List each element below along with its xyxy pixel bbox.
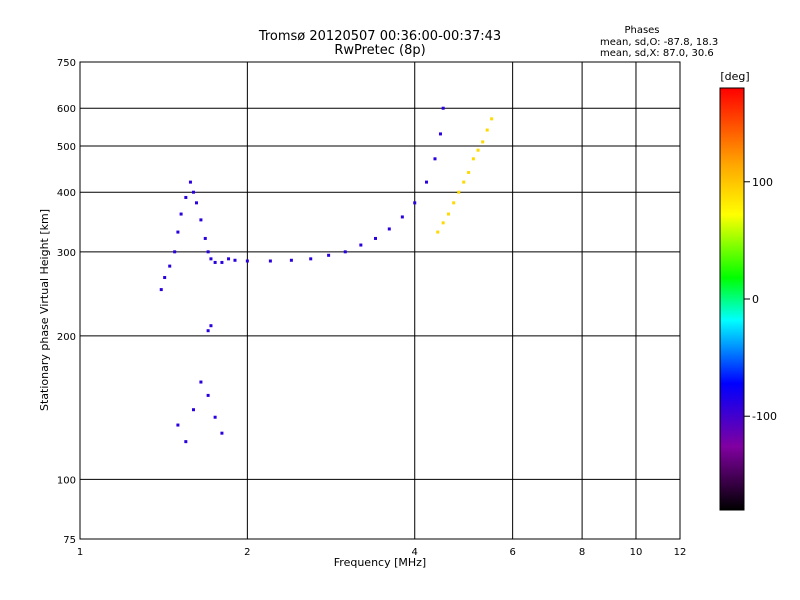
data-point-x [446, 212, 450, 216]
y-axis-label: Stationary phase Virtual Height [km] [38, 209, 51, 411]
data-point-o [209, 324, 213, 328]
y-tick-label: 750 [57, 58, 76, 69]
data-point-o [438, 132, 442, 136]
y-tick-label: 500 [57, 142, 76, 153]
legend-line-o: mean, sd,O: -87.8, 18.3 [600, 37, 718, 48]
chart-title: Tromsø 20120507 00:36:00-00:37:43 [258, 29, 501, 44]
data-point-o [413, 201, 417, 205]
colorbar-label: [deg] [720, 70, 749, 83]
y-tick-label: 100 [57, 475, 76, 486]
y-tick-label: 200 [57, 332, 76, 343]
data-point-o [309, 257, 313, 261]
x-tick-label: 6 [509, 547, 515, 558]
data-point-o [441, 106, 445, 110]
data-point-o [159, 288, 163, 292]
data-point-o [176, 230, 180, 234]
data-point-o [191, 190, 195, 194]
y-tick-label: 75 [63, 535, 76, 546]
colorbar [719, 87, 745, 511]
data-point-o [233, 258, 237, 262]
data-point-o [289, 258, 293, 262]
data-point-o [184, 440, 188, 444]
data-point-o [227, 257, 231, 261]
data-point-o [199, 218, 203, 222]
data-point-o [343, 250, 347, 254]
data-point-o [168, 264, 172, 268]
data-point-o [220, 260, 224, 264]
data-point-o [209, 257, 213, 261]
data-point-o [425, 180, 429, 184]
x-tick-label: 12 [674, 547, 687, 558]
data-point-x [467, 170, 471, 174]
data-point-o [173, 250, 177, 254]
data-point-x [481, 140, 485, 144]
x-tick-label: 10 [630, 547, 643, 558]
data-point-x [490, 117, 494, 121]
data-point-o [373, 236, 377, 240]
colorbar-tick-label: 0 [752, 293, 759, 306]
x-tick-label: 1 [77, 547, 83, 558]
data-point-o [194, 201, 198, 205]
data-point-o [220, 431, 224, 435]
data-point-o [433, 157, 437, 161]
x-tick-label: 4 [412, 547, 418, 558]
data-point-o [387, 227, 391, 231]
y-axis-ticks: 75 100 200 300 400 500 600 750 [57, 58, 76, 546]
x-axis-label: Frequency [MHz] [334, 556, 426, 569]
data-point-x [452, 201, 456, 205]
data-point-o [176, 423, 180, 427]
y-tick-label: 300 [57, 248, 76, 259]
data-point-o [213, 415, 217, 419]
x-axis-ticks: 1 2 4 6 8 10 12 [77, 547, 687, 558]
data-point-o [400, 215, 404, 219]
data-point-o [203, 236, 207, 240]
data-point-x [457, 190, 461, 194]
data-point-x [476, 148, 480, 152]
colorbar-tick-label: 100 [752, 176, 773, 189]
data-point-o [327, 253, 331, 257]
data-point-o [213, 260, 217, 264]
legend-line-x: mean, sd,X: 87.0, 30.6 [600, 48, 714, 59]
plot-frame [79, 61, 681, 540]
data-point-o [188, 180, 192, 184]
data-point-o [359, 243, 363, 247]
data-point-x [441, 221, 445, 225]
data-point-o [179, 212, 183, 216]
chart-subtitle: RwPretec (8p) [334, 43, 425, 58]
y-tick-label: 400 [57, 188, 76, 199]
x-tick-label: 2 [244, 547, 250, 558]
data-point-o [163, 276, 167, 280]
colorbar-ticks: 100 0 -100 [744, 176, 777, 423]
data-point-o [184, 195, 188, 199]
data-point-x [471, 157, 475, 161]
data-point-x [462, 180, 466, 184]
colorbar-tick-label: -100 [752, 410, 777, 423]
legend-title: Phases [624, 25, 659, 36]
data-point-o [245, 259, 249, 263]
data-point-o [206, 329, 210, 333]
data-point-o [191, 408, 195, 412]
grid-lines [80, 62, 680, 539]
data-point-o [206, 393, 210, 397]
data-point-o [268, 259, 272, 263]
data-points [159, 106, 494, 444]
data-point-x [485, 128, 489, 132]
data-point-x [436, 230, 440, 234]
data-point-o [199, 380, 203, 384]
x-tick-label: 8 [579, 547, 585, 558]
plot-area [79, 61, 681, 540]
y-tick-label: 600 [57, 104, 76, 115]
data-point-o [206, 250, 210, 254]
